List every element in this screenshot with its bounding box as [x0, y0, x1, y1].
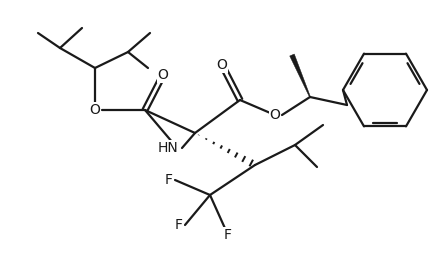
Text: HN: HN	[158, 141, 178, 155]
Text: O: O	[157, 68, 169, 82]
Text: F: F	[175, 218, 183, 232]
Text: F: F	[165, 173, 173, 187]
Polygon shape	[290, 54, 311, 97]
Text: O: O	[89, 103, 101, 117]
Text: F: F	[224, 228, 232, 242]
Text: O: O	[270, 108, 280, 122]
Text: O: O	[216, 58, 228, 72]
